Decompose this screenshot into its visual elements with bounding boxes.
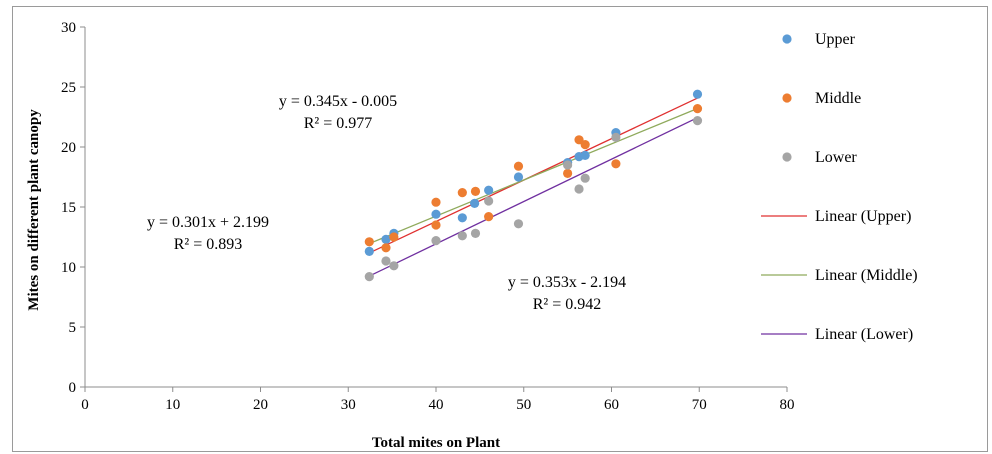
- trendlines: [369, 97, 698, 277]
- data-point-upper: [580, 150, 590, 160]
- data-point-lower: [470, 228, 481, 238]
- data-point-lower: [563, 160, 573, 170]
- data-point-lower: [389, 261, 399, 271]
- x-tick-label: 20: [253, 397, 268, 413]
- y-tick-label: 30: [61, 20, 76, 36]
- data-point-middle: [431, 197, 441, 207]
- trend-equation-label: y = 0.345x - 0.005: [279, 93, 397, 110]
- data-point-middle: [457, 188, 467, 198]
- data-point-middle: [513, 161, 524, 171]
- data-point-lower: [513, 219, 524, 229]
- data-point-lower: [364, 272, 374, 282]
- data-point-middle: [431, 220, 441, 230]
- data-point-middle: [563, 168, 573, 178]
- trendline-middle: [369, 107, 698, 245]
- data-point-upper: [692, 89, 703, 99]
- x-tick-label: 40: [429, 397, 444, 413]
- data-point-upper: [431, 209, 441, 219]
- data-point-upper: [364, 246, 374, 256]
- y-tick-label: 15: [61, 200, 76, 216]
- legend-label: Upper: [815, 31, 856, 48]
- legend-label: Linear (Upper): [815, 208, 911, 225]
- equation-annotations: y = 0.345x - 0.005 R² = 0.977 y = 0.301x +…: [147, 93, 626, 313]
- data-point-lower: [574, 184, 584, 194]
- data-points: [364, 89, 703, 282]
- legend-marker-upper: [782, 34, 792, 44]
- data-point-lower: [381, 256, 391, 266]
- legend: Upper Middle Lower Linear (Upper) Linear (Mi…: [761, 31, 918, 343]
- data-point-upper: [457, 213, 467, 223]
- legend-label: Linear (Lower): [815, 326, 913, 343]
- y-tick-label: 5: [69, 320, 77, 336]
- data-point-upper: [381, 234, 391, 244]
- data-point-middle: [692, 104, 703, 114]
- data-point-middle: [580, 140, 590, 150]
- data-point-middle: [611, 159, 621, 169]
- data-point-lower: [611, 132, 621, 142]
- y-axis-title: Mites on different plant canopy: [26, 109, 42, 311]
- x-tick-label: 30: [341, 397, 356, 413]
- x-tick-label: 0: [81, 397, 89, 413]
- r-squared-label: R² = 0.893: [174, 236, 243, 253]
- x-tick-label: 10: [165, 397, 180, 413]
- axis-labels: 0 5 10 15 20 25 30 0 10 20 30 40 50 60 70 80 Total mites…: [26, 20, 795, 451]
- data-point-lower: [431, 236, 441, 246]
- y-tick-label: 20: [61, 140, 76, 156]
- legend-label: Middle: [815, 90, 861, 107]
- legend-marker-lower: [782, 152, 792, 162]
- trendline-lower: [369, 117, 698, 277]
- data-point-middle: [470, 186, 481, 196]
- r-squared-label: R² = 0.942: [533, 296, 602, 313]
- data-point-middle: [364, 237, 374, 247]
- y-tick-label: 10: [61, 260, 76, 276]
- data-point-upper: [470, 198, 480, 208]
- data-point-lower: [457, 231, 467, 241]
- data-point-middle: [389, 232, 399, 242]
- x-tick-label: 70: [692, 397, 707, 413]
- data-point-lower: [692, 116, 703, 126]
- legend-label: Lower: [815, 149, 857, 166]
- trend-equation-label: y = 0.301x + 2.199: [147, 214, 269, 231]
- data-point-upper: [513, 172, 524, 182]
- axes: [80, 26, 788, 392]
- data-point-middle: [484, 212, 494, 222]
- x-tick-label: 80: [780, 397, 795, 413]
- x-tick-label: 60: [604, 397, 619, 413]
- x-axis-title: Total mites on Plant: [372, 435, 500, 451]
- data-point-lower: [484, 196, 494, 206]
- legend-marker-middle: [782, 93, 792, 103]
- x-tick-label: 50: [516, 397, 531, 413]
- data-point-middle: [381, 243, 391, 253]
- data-point-lower: [580, 173, 590, 183]
- y-tick-label: 0: [69, 380, 77, 396]
- legend-label: Linear (Middle): [815, 267, 918, 284]
- trend-equation-label: y = 0.353x - 2.194: [508, 274, 626, 291]
- data-point-upper: [484, 185, 494, 195]
- y-tick-label: 25: [61, 80, 76, 96]
- r-squared-label: R² = 0.977: [304, 115, 373, 132]
